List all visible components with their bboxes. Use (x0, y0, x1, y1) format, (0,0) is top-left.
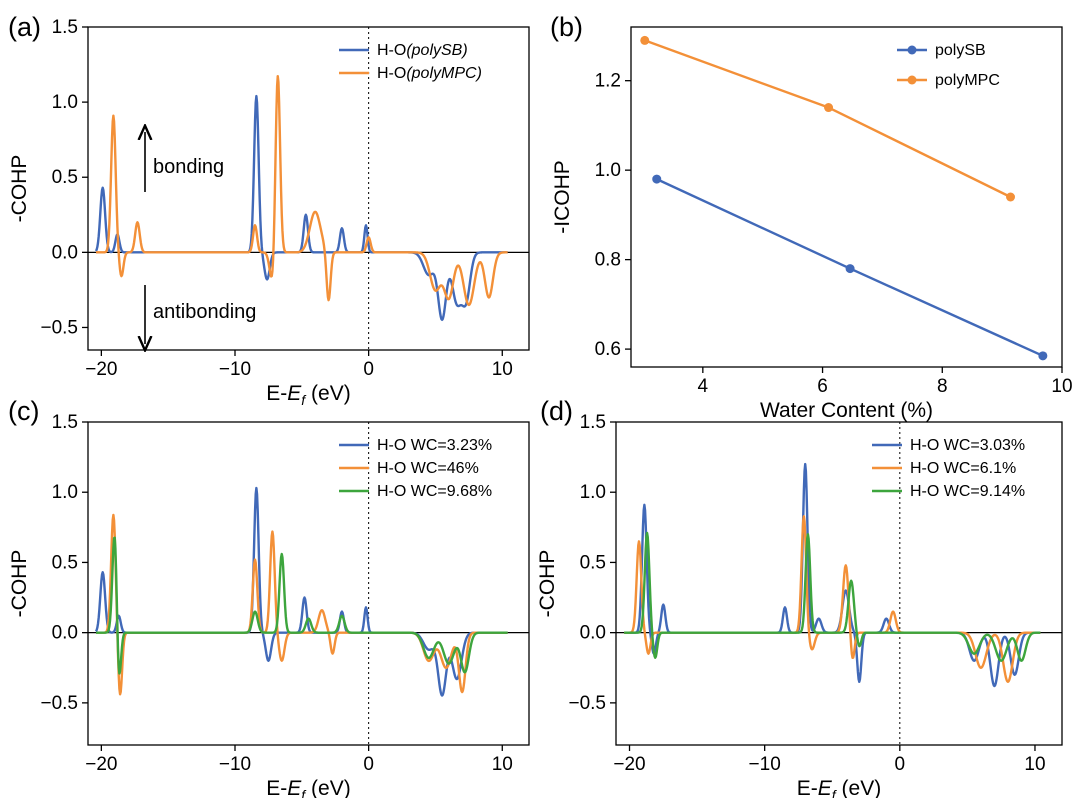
x-tick-label: −10 (219, 359, 251, 380)
plot-area (640, 35, 1048, 361)
data-point (1006, 192, 1016, 202)
y-axis-label: -COHP (536, 550, 559, 618)
series-line-2 (95, 536, 509, 675)
x-tick-label: 10 (1024, 754, 1045, 775)
x-axis-label: E-Ef (eV) (797, 777, 881, 798)
series-line-2 (623, 531, 1041, 662)
x-axis-label: Water Content (%) (760, 399, 933, 422)
y-tick-label: 0.8 (595, 250, 621, 271)
annotation-bonding: bonding (145, 132, 224, 192)
x-tick-label: −10 (749, 754, 781, 775)
legend-entry: H-O WC=46% (377, 460, 479, 477)
legend-entry: H-O WC=9.68% (377, 483, 492, 500)
x-tick-label: 8 (937, 376, 948, 397)
panel-d: (d) −20 −10 0 10 −0.5 0.0 0.5 1.0 1.5 E-Ef (eV) -CO… (536, 396, 1063, 798)
axes-frame (615, 421, 1063, 746)
x-tick-label: 10 (1051, 376, 1072, 397)
legend: H-O WC=3.23% H-O WC=46% H-O WC=9.68% (339, 437, 492, 500)
series-line-0 (94, 94, 509, 321)
axes-frame (630, 26, 1063, 368)
y-tick-label: 1.5 (580, 412, 606, 433)
data-point (640, 35, 650, 45)
data-point (845, 264, 855, 274)
x-tick-label: 10 (492, 359, 513, 380)
panel-c: (c) −20 −10 0 10 −0.5 0.0 0.5 1.0 1.5 E-Ef (eV) -CO… (8, 396, 530, 798)
y-tick-label: 0.5 (580, 552, 606, 573)
legend-marker (907, 75, 917, 85)
x-tick-label: −20 (613, 754, 645, 775)
series-line-0 (94, 486, 509, 697)
y-tick-label: −0.5 (40, 693, 78, 714)
y-tick-label: −0.5 (40, 317, 78, 338)
x-tick-label: −20 (85, 359, 117, 380)
x-tick-label: 10 (492, 754, 513, 775)
legend-marker (907, 45, 917, 55)
legend-entry: H-O WC=9.14% (910, 483, 1025, 500)
y-tick-label: 1.5 (52, 17, 78, 38)
legend-entry: H-O WC=3.23% (377, 437, 492, 454)
y-tick-label: 0.6 (595, 339, 621, 360)
y-tick-label: 0.5 (52, 552, 78, 573)
x-tick-label: 0 (363, 359, 374, 380)
panel-a: (a) −20 −10 0 10 −0.5 0.0 0.5 1.0 1.5 E-Ef (eV) -CO… (8, 12, 530, 408)
y-tick-label: 0.0 (52, 623, 78, 644)
x-tick-label: 4 (698, 376, 709, 397)
annotation-text: bonding (153, 156, 224, 178)
panel-label: (b) (550, 12, 583, 42)
legend: polySB polyMPC (897, 42, 1000, 89)
plot-area (94, 486, 509, 697)
x-tick-label: −10 (219, 754, 251, 775)
legend-entry: H-O(polyMPC) (377, 65, 482, 82)
y-tick-label: 0.0 (580, 623, 606, 644)
y-tick-label: 0.5 (52, 167, 78, 188)
y-tick-label: 1.2 (595, 71, 621, 92)
series-line-1 (95, 513, 509, 696)
panel-b: (b) 4 6 8 10 0.6 0.8 1.0 1.2 Water Content (%) -IC… (550, 12, 1073, 422)
x-axis-label: E-Ef (eV) (266, 777, 350, 798)
legend-entry: H-O(polySB) (377, 42, 468, 59)
legend-entry: H-O WC=3.03% (910, 437, 1025, 454)
y-tick-label: 1.0 (580, 482, 606, 503)
panel-label: (c) (8, 396, 39, 426)
x-tick-label: −20 (85, 754, 117, 775)
legend-entry: H-O WC=6.1% (910, 460, 1016, 477)
legend-entry: polyMPC (935, 72, 1000, 89)
y-axis-label: -COHP (8, 155, 31, 223)
x-tick-label: 0 (895, 754, 906, 775)
series-line-1 (644, 39, 1012, 199)
y-tick-label: 1.0 (595, 160, 621, 181)
plot-area (94, 74, 509, 321)
legend: H-O(polySB) H-O(polyMPC) (339, 42, 482, 82)
annotation-text: antibonding (153, 301, 256, 323)
y-tick-label: 1.5 (52, 412, 78, 433)
y-tick-label: 1.0 (52, 92, 78, 113)
data-point (652, 174, 662, 184)
x-tick-label: 6 (817, 376, 828, 397)
y-axis-label: -COHP (8, 550, 31, 618)
data-point (1038, 351, 1048, 361)
series-line-1 (95, 74, 509, 307)
y-axis-label: -ICOHP (551, 160, 574, 234)
axes-frame (87, 421, 530, 746)
data-point (824, 103, 834, 113)
y-tick-label: 0.0 (52, 242, 78, 263)
plot-area (623, 462, 1041, 688)
annotation-antibonding: antibonding (145, 285, 256, 344)
y-tick-label: −0.5 (568, 693, 606, 714)
legend-entry: polySB (935, 42, 986, 59)
legend: H-O WC=3.03% H-O WC=6.1% H-O WC=9.14% (872, 437, 1025, 500)
panel-label: (d) (540, 396, 573, 426)
axes-frame (87, 26, 530, 351)
y-tick-label: 1.0 (52, 482, 78, 503)
x-tick-label: 0 (363, 754, 374, 775)
panel-label: (a) (8, 12, 41, 42)
x-axis-label: E-Ef (eV) (266, 382, 350, 408)
